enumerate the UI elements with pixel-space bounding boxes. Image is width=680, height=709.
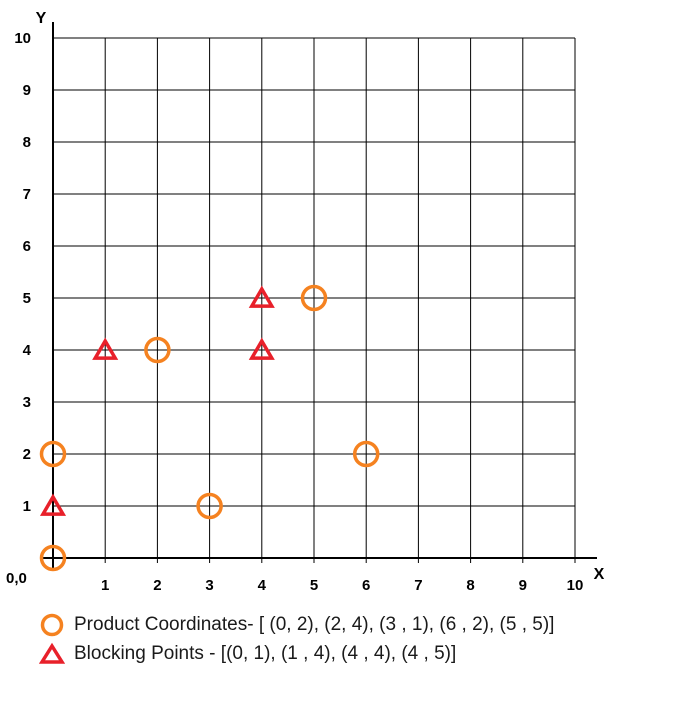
data-markers xyxy=(39,284,380,572)
tick-labels: 1 2 3 4 5 6 7 8 9 10 1 2 3 4 5 6 7 8 9 10 xyxy=(14,30,583,594)
y-axis-label: Y xyxy=(36,10,47,27)
orange-circle-icon xyxy=(38,612,66,638)
x-tick-label: 4 xyxy=(258,577,267,594)
legend-item-products: Product Coordinates- [ (0, 2), (2, 4), (… xyxy=(38,612,658,638)
product-point xyxy=(196,492,223,520)
x-tick-label: 10 xyxy=(567,577,584,594)
y-tick-label: 8 xyxy=(23,134,31,151)
legend-item-blocking: Blocking Points - [(0, 1), (1 , 4), (4 ,… xyxy=(38,641,658,667)
x-tick-label: 3 xyxy=(205,577,213,594)
grid xyxy=(53,37,576,558)
x-tick-label: 7 xyxy=(414,577,422,594)
legend-label-blocking: Blocking Points - [(0, 1), (1 , 4), (4 ,… xyxy=(74,643,457,664)
y-tick-label: 1 xyxy=(23,498,31,515)
y-tick-label: 7 xyxy=(23,186,31,203)
y-tick-label: 6 xyxy=(23,238,31,255)
origin-label: 0,0 xyxy=(6,570,27,587)
y-tick-label: 5 xyxy=(23,290,31,307)
blocking-point xyxy=(248,285,275,308)
y-tick-label: 3 xyxy=(23,394,31,411)
x-tick-label: 9 xyxy=(519,577,527,594)
x-tick-label: 8 xyxy=(466,577,474,594)
blocking-point xyxy=(39,493,67,516)
y-tick-label: 10 xyxy=(14,30,31,47)
x-tick-label: 2 xyxy=(153,577,161,594)
legend-label-products: Product Coordinates- [ (0, 2), (2, 4), (… xyxy=(74,614,555,635)
product-point xyxy=(352,440,380,468)
y-tick-label: 9 xyxy=(23,82,31,99)
x-axis-label: X xyxy=(594,566,605,583)
blocking-point xyxy=(248,337,275,360)
blocking-point xyxy=(92,337,119,360)
product-point xyxy=(144,336,171,364)
axes xyxy=(41,22,597,568)
x-tick-label: 6 xyxy=(362,577,370,594)
y-tick-label: 2 xyxy=(23,446,31,463)
x-tick-label: 5 xyxy=(310,577,318,594)
product-point xyxy=(300,284,328,312)
x-tick-label: 1 xyxy=(101,577,109,594)
product-point xyxy=(39,440,67,468)
product-point xyxy=(39,544,67,572)
y-tick-label: 4 xyxy=(23,342,32,359)
red-triangle-icon xyxy=(38,641,66,667)
